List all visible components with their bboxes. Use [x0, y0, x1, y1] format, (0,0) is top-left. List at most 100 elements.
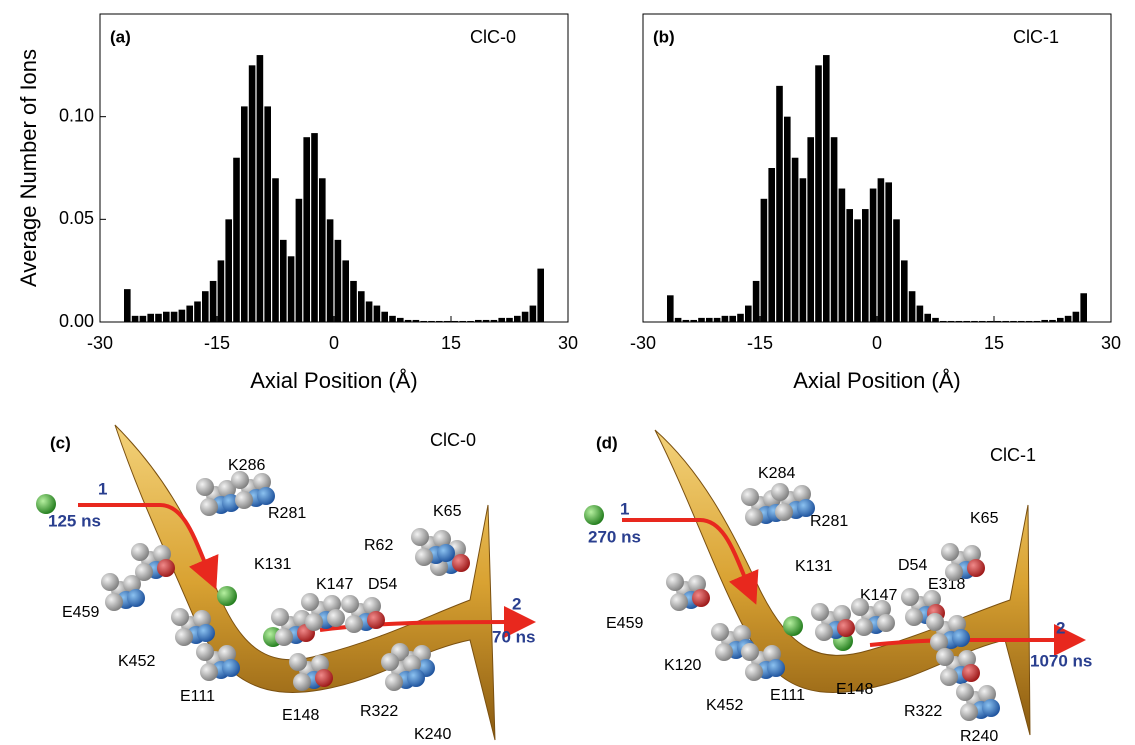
- x-tick-label: 30: [558, 333, 578, 353]
- residue-spheres: [926, 613, 970, 651]
- residue-label: R322: [360, 703, 398, 720]
- x-tick-label: 30: [1101, 333, 1121, 353]
- atom: [235, 491, 253, 509]
- atom: [763, 645, 781, 663]
- bar: [155, 313, 162, 322]
- atom: [771, 483, 789, 501]
- atom: [670, 593, 688, 611]
- atom: [327, 609, 345, 627]
- residue-spheres: [411, 528, 455, 566]
- bar: [428, 320, 435, 322]
- atom: [901, 588, 919, 606]
- bar: [862, 209, 869, 322]
- residue-label: K147: [860, 587, 897, 604]
- atom: [666, 573, 684, 591]
- bar: [784, 116, 791, 323]
- residue-label: E111: [180, 688, 215, 705]
- x-tick-label: -15: [204, 333, 230, 353]
- bar: [674, 317, 682, 322]
- plot-frame: [99, 13, 569, 323]
- atom: [855, 618, 873, 636]
- atom: [936, 648, 954, 666]
- bar: [869, 188, 877, 322]
- panel-label: (a): [110, 27, 131, 46]
- atom: [958, 650, 976, 668]
- residue-label: K284: [758, 465, 795, 482]
- bar: [854, 219, 861, 322]
- bar: [698, 317, 705, 322]
- atom: [253, 473, 271, 491]
- pore-d: [584, 429, 1086, 736]
- bar: [1041, 319, 1048, 322]
- atom: [231, 471, 249, 489]
- atom: [873, 600, 891, 618]
- atom: [257, 487, 275, 505]
- atom: [688, 575, 706, 593]
- atom: [415, 548, 433, 566]
- step-number: 1: [98, 479, 107, 498]
- atom: [851, 598, 869, 616]
- atom: [945, 563, 963, 581]
- bar: [334, 239, 342, 322]
- atom: [135, 563, 153, 581]
- atom: [271, 608, 289, 626]
- atom: [157, 559, 175, 577]
- atom: [741, 643, 759, 661]
- bar: [358, 291, 365, 322]
- residue-label: K452: [118, 653, 155, 670]
- residue-label: K452: [706, 697, 743, 714]
- residue-label: K65: [433, 503, 462, 520]
- chart-title: ClC-0: [470, 27, 516, 47]
- bar: [815, 65, 822, 322]
- bar: [295, 198, 303, 322]
- bar: [342, 260, 349, 322]
- bar: [412, 319, 420, 322]
- bar: [241, 106, 248, 323]
- bar: [916, 305, 924, 322]
- plot-frame: [642, 13, 1112, 323]
- atom: [982, 699, 1000, 717]
- bar: [521, 311, 529, 322]
- atom: [437, 544, 455, 562]
- bar: [791, 157, 799, 322]
- bar: [443, 320, 451, 322]
- step-time: 270 ns: [588, 527, 641, 546]
- residue-spheres: [811, 603, 855, 641]
- bar: [1018, 320, 1025, 322]
- bar: [326, 219, 334, 322]
- atom: [153, 545, 171, 563]
- bar: [901, 260, 908, 322]
- bar: [506, 317, 513, 322]
- step-time: 70 ns: [492, 627, 535, 646]
- bar: [537, 268, 544, 322]
- bar: [737, 313, 744, 322]
- bar: [163, 311, 170, 322]
- bar: [436, 320, 443, 322]
- bar: [124, 289, 131, 322]
- bar: [877, 178, 885, 322]
- residue-spheres: [941, 543, 985, 581]
- atom: [175, 628, 193, 646]
- residue-spheres: [936, 648, 980, 686]
- y-tick-label: 0.10: [59, 105, 94, 125]
- bar: [131, 315, 139, 322]
- bar: [490, 319, 498, 322]
- x-tick-label: -30: [87, 333, 113, 353]
- bar: [147, 313, 154, 322]
- atom: [385, 673, 403, 691]
- atom: [105, 593, 123, 611]
- atom: [793, 485, 811, 503]
- bar: [986, 320, 994, 322]
- step-time: 125 ns: [48, 511, 101, 530]
- bar: [319, 178, 326, 322]
- bar: [823, 55, 830, 323]
- x-tick-label: -30: [630, 333, 656, 353]
- residue-label: E111: [770, 687, 805, 704]
- atom: [963, 545, 981, 563]
- atom: [200, 498, 218, 516]
- bar: [885, 182, 892, 322]
- atom: [345, 615, 363, 633]
- bar: [706, 317, 713, 322]
- residue-label: D54: [368, 576, 397, 593]
